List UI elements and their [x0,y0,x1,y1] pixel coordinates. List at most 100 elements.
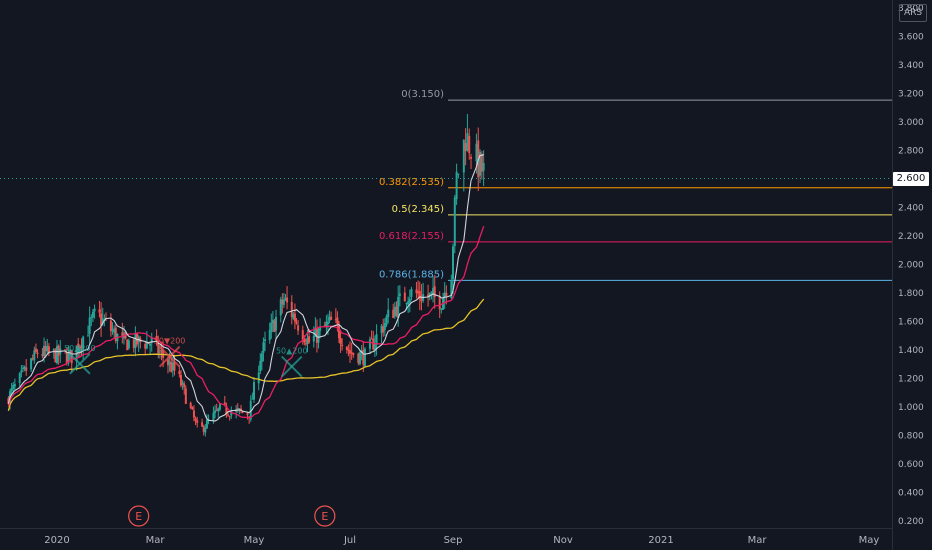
candle [82,335,85,360]
candle [202,424,205,436]
candle [415,281,418,299]
candle [13,378,16,391]
candle [52,348,55,359]
candle-body [181,382,184,385]
candle-body [43,345,46,357]
candle-body [166,359,169,366]
candle [34,343,37,354]
candle-body [12,384,15,390]
candle-body [415,289,418,294]
candle-body [336,317,339,325]
candle [116,333,119,350]
candle [246,411,249,420]
candle-body [260,353,263,362]
candle-body [44,345,47,352]
candle-body [334,319,337,321]
earnings-marker-circle[interactable] [314,505,336,527]
candle [20,365,23,378]
earnings-marker[interactable]: E [314,505,336,527]
cross-label: 50▲200 [276,347,308,356]
candle [273,318,276,333]
candle-body [270,322,273,332]
candle-body [297,325,300,331]
candle [382,318,385,337]
candle [189,401,192,410]
candle [178,365,181,378]
candle [286,286,289,310]
candle [397,285,400,327]
candle-body [241,411,244,413]
candle-body [160,349,163,351]
candle [290,295,293,325]
candle [87,325,90,337]
candle-body [57,345,60,356]
candle-body [69,349,72,354]
sma-mid-line [7,225,485,419]
candle-body [453,197,456,247]
fib-level-label: 0.5(2.345) [392,204,444,215]
candle-body [150,337,153,343]
candle [144,341,147,356]
fib-level-label: 0.382(2.535) [379,177,444,188]
candle [392,303,395,319]
candle-body [383,323,386,330]
time-axis[interactable]: 2020 Mar May Jul Sep Nov 2021 Mar May [44,535,879,546]
candle [257,365,260,391]
candle [370,330,373,340]
price-tick-label: 1.600 [898,318,924,328]
candle-body [223,402,226,405]
candle-body [196,420,199,423]
candle [235,405,238,419]
ma-cross-marker: 50▼200 [154,337,186,368]
price-axis[interactable]: 0.200 0.400 0.600 0.800 1.000 1.200 1.400 1.600… [898,4,924,527]
candle-body [328,316,331,321]
candle [345,346,348,354]
candle-body [215,409,218,411]
candle [349,341,351,363]
candle-body [149,343,152,346]
candle [408,289,411,313]
cross-label: 50▼200 [154,337,186,346]
price-tick-label: 2.800 [898,147,924,157]
candle [357,352,360,366]
candle [323,321,326,327]
candle [126,338,129,351]
candle-body [191,407,194,410]
candle [293,303,296,330]
candle-body [281,299,284,305]
candle [282,292,285,308]
candle-body [218,403,221,410]
candle-body [480,153,483,172]
candle-body [113,328,116,333]
currency-label[interactable]: ARS [899,4,927,22]
candle [443,282,446,309]
earnings-marker-circle[interactable] [128,505,150,527]
candle [330,311,333,321]
candle-body [202,426,205,432]
candle [155,329,158,346]
candle-body [293,313,296,322]
candle-body [25,367,28,371]
time-tick-label: Nov [553,535,573,546]
candle-body [21,368,24,370]
candle [260,351,263,371]
earnings-marker[interactable]: E [128,505,150,527]
candle-body [273,321,276,332]
candle [264,331,267,351]
candle [445,285,448,305]
candle-body [347,349,350,351]
fibonacci-retracement[interactable]: 0(3.150) 0.382(2.535) 0.5(2.345) 0.618(2.15… [379,89,892,281]
time-tick-label: Mar [748,535,768,546]
candle-body [88,317,91,334]
candle-body [201,422,204,427]
candle-body [47,346,50,353]
candle [281,293,284,314]
candle-body [227,414,230,416]
candle-body [171,362,174,371]
candle [225,402,228,418]
candle-body [373,343,376,350]
candle [134,326,137,357]
candle [201,418,204,428]
